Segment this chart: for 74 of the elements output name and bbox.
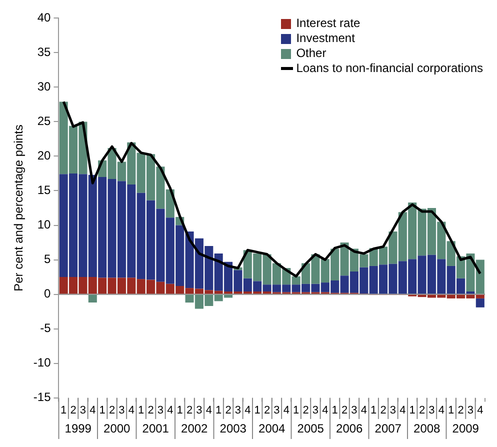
x-tick-label: 4 [438, 404, 444, 416]
text: 2001 [142, 421, 170, 436]
x-tick-label: 2 [148, 404, 154, 416]
x-tick-label: 4 [90, 404, 96, 416]
y-axis-title: Per cent and percentage points [12, 124, 26, 292]
x-tick-label: 4 [360, 404, 367, 416]
x-tick-label: 4 [128, 404, 134, 416]
x-tick-label: 3 [157, 404, 164, 416]
x-tick-label: 4 [283, 404, 290, 416]
x-tick-label: 2 [341, 404, 348, 416]
legend-label: Other [296, 46, 326, 61]
x-tick-label: 3 [390, 404, 396, 416]
y-tick-label: 35 [37, 45, 52, 60]
x-tick-label: 2 [225, 404, 232, 416]
x-tick-label: 3 [118, 404, 125, 416]
x-tick-label: 1 [176, 404, 183, 416]
x-tick-label: 3 [467, 404, 474, 416]
text: 2002 [181, 421, 208, 436]
text: 2004 [258, 421, 286, 436]
y-tick-label: 25 [37, 114, 52, 128]
text: 2008 [414, 421, 441, 436]
text: 2005 [297, 421, 324, 436]
y-tick-label: -15 [33, 390, 52, 404]
x-tick-label: 2 [108, 404, 116, 416]
x-tick-label: 3 [234, 404, 242, 416]
x-tick-label: 3 [80, 404, 86, 416]
y-tick-label: 20 [37, 148, 52, 163]
x-tick-label: 3 [274, 404, 280, 416]
legend-label: Investment [296, 31, 355, 46]
x-tick-label: 3 [351, 404, 358, 416]
y-tick-label: 40 [37, 10, 52, 25]
x-tick-label: 1 [332, 404, 338, 416]
x-tick-label: 1 [370, 404, 377, 416]
legend-label: Loans to non-financial corporations [296, 61, 483, 76]
y-tick-label: 10 [37, 218, 52, 232]
x-tick-label: 2 [70, 404, 76, 416]
x-tick-label: 4 [244, 404, 251, 416]
x-tick-label: 1 [60, 404, 67, 416]
x-tick-label: 1 [293, 404, 300, 416]
x-tick-label: 4 [477, 404, 484, 416]
x-tick-label: 2 [302, 404, 309, 416]
x-tick-label: 1 [138, 404, 144, 416]
y-tick-label: -10 [33, 356, 52, 370]
text: 2003 [220, 421, 247, 436]
x-tick-label: 3 [196, 404, 202, 416]
y-tick-label: 5 [44, 252, 52, 266]
x-tick-label: 1 [216, 404, 222, 416]
x-tick-label: 3 [312, 404, 319, 416]
x-tick-label: 2 [380, 404, 386, 416]
x-tick-label: 4 [322, 404, 328, 416]
x-tick-label: 2 [264, 404, 270, 416]
text: 2009 [452, 421, 480, 436]
text: 2000 [104, 421, 131, 436]
x-tick-label: 4 [206, 404, 212, 416]
legend-label: Interest rate [296, 16, 360, 31]
x-tick-label: 4 [167, 404, 174, 416]
x-tick-label: 1 [99, 404, 106, 416]
bar [476, 298, 484, 308]
x-tick-label: 3 [428, 404, 435, 416]
text: 2007 [374, 421, 402, 436]
x-tick-label: 4 [400, 404, 406, 416]
x-tick-label: 2 [186, 404, 193, 416]
x-tick-label: 1 [409, 404, 416, 416]
text: 2006 [336, 421, 364, 436]
x-tick-label: 2 [418, 404, 426, 416]
text: 1999 [64, 421, 92, 436]
x-tick-label: 1 [254, 404, 260, 416]
y-tick-label: 30 [37, 80, 52, 94]
y-tick-label: 15 [37, 183, 52, 198]
y-tick-label: 0 [44, 286, 52, 301]
y-tick-label: -5 [40, 321, 52, 336]
x-tick-label: 2 [458, 404, 464, 416]
bar [88, 294, 97, 303]
x-tick-label: 1 [448, 404, 454, 416]
